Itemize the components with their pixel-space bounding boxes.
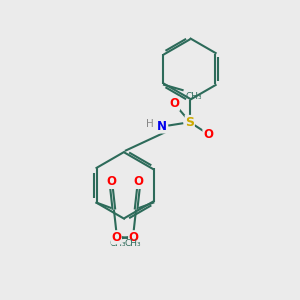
Text: O: O (134, 176, 143, 188)
Text: H: H (146, 119, 153, 129)
Text: CH₃: CH₃ (109, 239, 126, 248)
Text: S: S (185, 116, 194, 128)
Text: CH₃: CH₃ (185, 92, 202, 101)
Text: CH₃: CH₃ (124, 239, 141, 248)
Text: O: O (106, 176, 116, 188)
Text: O: O (169, 97, 179, 110)
Text: O: O (203, 128, 213, 141)
Text: N: N (157, 120, 167, 133)
Text: O: O (129, 231, 139, 244)
Text: O: O (111, 231, 121, 244)
